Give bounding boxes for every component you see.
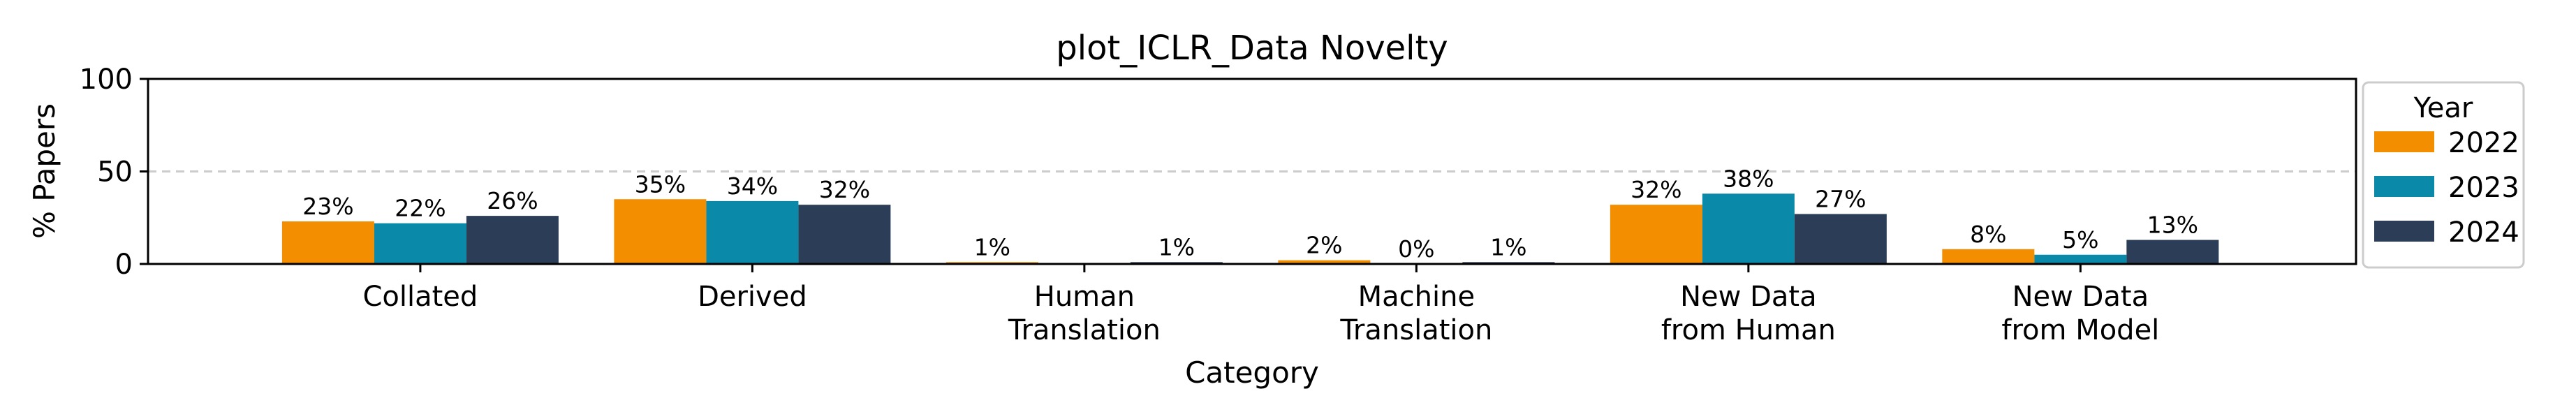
legend-swatch-2023 [2374,176,2434,197]
legend-swatch-2022 [2374,131,2434,152]
legend: Year 2022 2023 2024 [2362,81,2525,269]
bar-value-label: 32% [819,176,870,203]
legend-label-2022: 2022 [2448,127,2519,159]
bar-2024-0 [466,216,559,264]
legend-swatch-2024 [2374,221,2434,242]
bar-value-label: 22% [395,195,446,222]
x-tick-label: Translation [1339,314,1492,346]
bar-value-label: 26% [487,187,538,214]
bar-value-label: 23% [302,193,353,220]
bar-2022-3 [1278,260,1371,264]
bar-value-label: 35% [635,170,686,198]
bar-value-label: 2% [1306,232,1342,259]
legend-title: Year [2413,92,2473,124]
x-tick-label: from Model [2001,314,2159,346]
bar-2023-0 [374,223,466,264]
bar-value-label: 32% [1631,176,1681,203]
bar-value-label: 1% [974,233,1010,260]
bar-2024-1 [798,205,891,264]
bar-2022-0 [281,221,374,264]
bar-value-label: 5% [2062,226,2098,253]
plot-area: 23% 22% 26% 35% 34% 32% 1% 1% 2% 0% 1% 32% 38% 27% 8% 5… [148,165,2356,264]
x-tick-label: Human [1034,281,1135,313]
y-axis-label: % Papers [27,103,61,239]
x-tick-label: Derived [698,281,807,313]
y-tick-label: 50 [97,156,133,189]
bar-2023-4 [1702,193,1795,264]
x-axis-label: Category [1185,355,1319,390]
x-tick-label: New Data [1680,281,1816,313]
bar-value-label: 8% [1970,221,2006,248]
x-tick-label: Translation [1008,314,1161,346]
x-tick-label: from Human [1661,314,1836,346]
bar-2024-5 [2126,240,2219,264]
legend-label-2024: 2024 [2448,216,2519,249]
bar-value-label: 27% [1815,185,1866,212]
bar-2022-4 [1610,205,1702,264]
bar-value-label: 0% [1398,235,1434,263]
y-tick-label: 100 [80,64,133,96]
x-tick-label: New Data [2012,281,2149,313]
bar-value-label: 1% [1490,233,1526,260]
bar-value-label: 1% [1158,233,1195,260]
bar-2024-4 [1794,214,1887,264]
bar-2023-1 [706,200,799,264]
bar-2023-5 [2034,254,2127,264]
legend-label-2023: 2023 [2448,172,2519,204]
chart-title: plot_ICLR_Data Novelty [1056,29,1448,68]
x-tick-label: Machine [1358,281,1475,313]
bar-value-label: 38% [1723,165,1774,192]
y-tick-label: 0 [115,249,133,281]
bar-2022-1 [614,199,707,264]
bar-2022-5 [1942,249,2035,264]
x-tick-label: Collated [362,281,478,313]
bar-value-label: 13% [2147,212,2198,239]
bar-value-label: 34% [727,172,778,200]
